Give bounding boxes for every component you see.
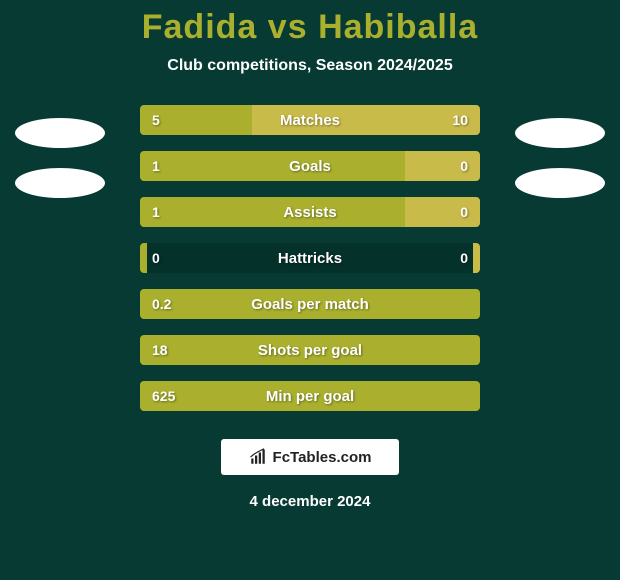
stat-bar-left (140, 381, 480, 411)
subtitle: Club competitions, Season 2024/2025 (0, 57, 620, 75)
stat-bar-left (140, 243, 147, 273)
avatar-right (510, 118, 610, 238)
stat-row: Hattricks0 0 (140, 243, 480, 273)
stat-row: Min per goal625 (140, 381, 480, 411)
stat-row: Shots per goal18 (140, 335, 480, 365)
stat-row: Goals10 (140, 151, 480, 181)
title-right: Habiballa (318, 8, 478, 46)
avatar-left (10, 118, 110, 238)
chart-icon (249, 448, 267, 466)
avatar-placeholder-icon (15, 168, 105, 198)
stat-bar-left (140, 197, 405, 227)
date-text: 4 december 2024 (0, 493, 620, 510)
stat-bar-right (405, 197, 480, 227)
stat-bar-right (252, 105, 480, 135)
stat-row: Assists10 (140, 197, 480, 227)
avatar-placeholder-icon (515, 168, 605, 198)
stat-bar-left (140, 105, 252, 135)
stat-value-right: 0 (460, 243, 468, 273)
stat-row: Matches510 (140, 105, 480, 135)
avatar-placeholder-icon (515, 118, 605, 148)
avatar-placeholder-icon (15, 118, 105, 148)
stat-row: Goals per match0.2 (140, 289, 480, 319)
stat-bars-area: Matches510 Goals10 Assists10 Hattricks0 0 Goa… (140, 105, 480, 411)
stat-bar-left (140, 335, 480, 365)
title-vs: vs (268, 8, 308, 46)
stat-value-left: 0 (152, 243, 160, 273)
stat-bar-right (405, 151, 480, 181)
title-left: Fadida (142, 8, 258, 46)
branding-text: FcTables.com (273, 449, 372, 466)
stat-bar-right (473, 243, 480, 273)
comparison-card: Fadida vs Habiballa Club competitions, S… (0, 0, 620, 580)
stat-bar-left (140, 289, 480, 319)
stat-bar-left (140, 151, 405, 181)
stat-label: Hattricks (140, 243, 480, 273)
page-title: Fadida vs Habiballa (0, 8, 620, 47)
branding-badge: FcTables.com (221, 439, 399, 475)
